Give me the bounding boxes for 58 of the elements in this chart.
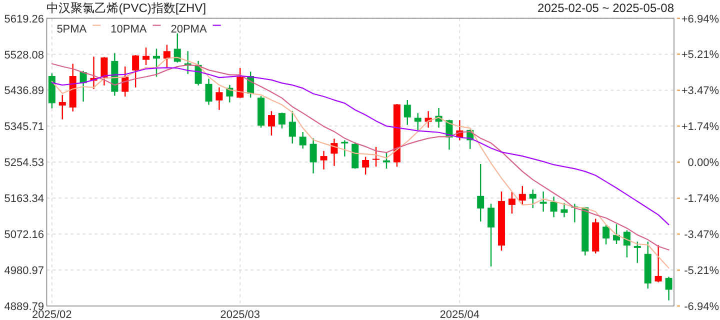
- candlestick: [560, 202, 568, 218]
- legend-label: 5PMA: [56, 23, 88, 36]
- candlestick: [477, 163, 484, 222]
- candlestick: [163, 44, 170, 69]
- legend-label: 10PMA: [110, 23, 148, 36]
- y2-tick-label: +1.74%: [681, 121, 720, 134]
- candlestick: [382, 152, 390, 170]
- y2-tick-label: -5.21%: [684, 265, 720, 278]
- candlestick: [100, 56, 108, 86]
- candlestick: [310, 138, 317, 174]
- y-tick-label: 5619.26: [4, 13, 44, 26]
- y-tick-label: 5072.16: [4, 229, 44, 242]
- candlestick: [341, 140, 348, 158]
- y2-tick-label: 0.00%: [688, 157, 720, 170]
- y2-tick-label: -6.94%: [684, 301, 720, 313]
- y-tick-label: 5163.34: [4, 193, 44, 206]
- x-tick-label: 2025/03: [220, 309, 260, 320]
- y2-tick-label: +3.47%: [681, 85, 720, 98]
- y-tick-label: 5436.89: [4, 85, 44, 98]
- candlestick: [132, 54, 140, 88]
- candlestick: [320, 150, 328, 170]
- candlestick: [236, 67, 244, 99]
- chart-title: 中汉聚氯乙烯(PVC)指数[ZHV]: [46, 1, 206, 15]
- candlestick: [268, 110, 275, 136]
- candlestick: [142, 46, 150, 66]
- x-tick-label: 2025/04: [440, 309, 480, 320]
- legend-label: 20PMA: [170, 23, 208, 36]
- candlestick: [488, 203, 495, 268]
- candlestick: [362, 156, 370, 176]
- y2-tick-label: +5.21%: [681, 49, 720, 62]
- candlestick: [508, 191, 516, 214]
- y-tick-label: 5254.53: [4, 157, 44, 170]
- candlestick: [540, 190, 547, 212]
- candlestick: [372, 146, 380, 168]
- y-tick-label: 5528.08: [4, 49, 44, 62]
- candlestick: [518, 185, 526, 206]
- candlestick: [404, 99, 411, 126]
- candlestick: [205, 78, 212, 106]
- candlestick: [665, 276, 672, 301]
- candlestick: [278, 112, 286, 130]
- candlestick: [152, 48, 160, 78]
- y2-tick-label: -3.47%: [684, 229, 720, 242]
- y-tick-label: 5345.71: [4, 121, 44, 134]
- candlestick: [602, 224, 610, 245]
- candlestick: [174, 32, 181, 64]
- y2-tick-label: +6.94%: [681, 13, 720, 26]
- y-tick-label: 4980.97: [4, 265, 44, 278]
- x-tick-label: 2025/02: [32, 309, 72, 320]
- candlestick: [550, 196, 558, 218]
- chart-subtitle: 2025-02-05 ~ 2025-05-08: [538, 1, 674, 15]
- candlestick: [216, 86, 223, 110]
- candlestick: [529, 188, 536, 209]
- candlestick: [299, 131, 306, 150]
- y2-tick-label: -1.74%: [684, 193, 720, 206]
- candlestick: [654, 244, 662, 283]
- candlestick: [634, 241, 641, 264]
- candlestick: [288, 110, 296, 144]
- candlestick: [58, 94, 66, 120]
